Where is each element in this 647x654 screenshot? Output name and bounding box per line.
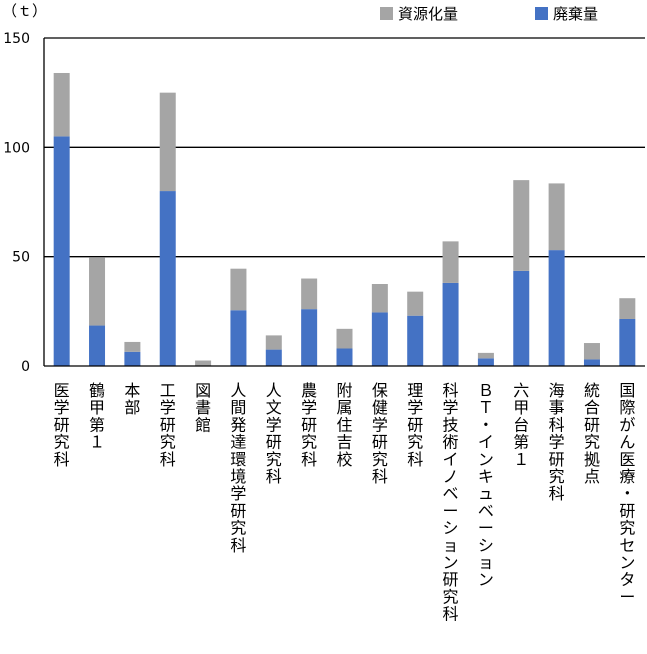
x-category-labels: 医学研究科 鶴甲第１ 本部 工学研究科 図書館 人間発達環境学研究科 人文学研究科 農学研究科… bbox=[54, 381, 636, 624]
x-tick-label-4: 図書館 bbox=[195, 381, 211, 434]
bar-recycled-12 bbox=[477, 352, 494, 359]
bar-recycled-8 bbox=[336, 328, 353, 349]
bar-recycled-9 bbox=[371, 284, 388, 313]
bar-recycled-16 bbox=[619, 298, 636, 319]
legend-swatch-recycled bbox=[380, 7, 393, 20]
x-tick-label-8: 附属住吉校 bbox=[336, 381, 352, 469]
y-unit-label: （ｔ） bbox=[2, 2, 47, 20]
y-tick-label-100: 100 bbox=[3, 140, 30, 156]
gridlines bbox=[44, 146, 645, 258]
bar-waste-3 bbox=[159, 191, 176, 366]
x-tick-label-6: 人文学研究科 bbox=[266, 381, 282, 486]
bar-waste-1 bbox=[89, 325, 106, 366]
axes bbox=[43, 37, 645, 367]
x-tick-label-1: 鶴甲第１ bbox=[89, 381, 105, 452]
x-tick-label-16: 国際がん医療・研究センター bbox=[619, 381, 635, 606]
bar-waste-5 bbox=[230, 310, 247, 366]
y-tick-labels: 0 50 100 150 bbox=[3, 31, 30, 375]
y-tick-label-50: 50 bbox=[12, 250, 30, 266]
legend-label-recycled: 資源化量 bbox=[398, 5, 458, 23]
x-tick-label-0: 医学研究科 bbox=[54, 381, 70, 469]
bar-waste-2 bbox=[124, 351, 141, 366]
bar-waste-16 bbox=[619, 318, 636, 366]
x-tick-label-3: 工学研究科 bbox=[160, 381, 176, 469]
x-tick-label-9: 保健学研究科 bbox=[372, 381, 388, 486]
bar-recycled-7 bbox=[301, 278, 318, 310]
bars bbox=[53, 72, 636, 366]
bar-recycled-0 bbox=[53, 72, 70, 137]
x-tick-label-15: 統合研究拠点 bbox=[584, 381, 600, 486]
x-tick-label-12: ＢＴ・インキュベーション bbox=[478, 381, 494, 589]
legend-label-waste: 廃棄量 bbox=[553, 5, 598, 23]
bar-recycled-3 bbox=[159, 92, 176, 192]
legend: 資源化量 廃棄量 bbox=[380, 5, 598, 23]
x-tick-label-7: 農学研究科 bbox=[301, 381, 317, 469]
bar-waste-13 bbox=[513, 270, 530, 366]
bar-waste-9 bbox=[371, 312, 388, 366]
bar-waste-11 bbox=[442, 282, 459, 366]
bar-recycled-2 bbox=[124, 341, 141, 352]
bar-recycled-14 bbox=[548, 183, 565, 251]
x-tick-label-11: 科学技術イノベーション研究科 bbox=[443, 381, 459, 624]
bar-waste-6 bbox=[265, 349, 282, 366]
bar-recycled-13 bbox=[513, 180, 530, 271]
y-tick-label-0: 0 bbox=[21, 359, 30, 375]
bar-waste-10 bbox=[407, 315, 424, 366]
bar-recycled-6 bbox=[265, 335, 282, 350]
bar-waste-12 bbox=[477, 358, 494, 366]
x-tick-label-14: 海事科学研究科 bbox=[549, 381, 565, 503]
bar-recycled-10 bbox=[407, 291, 424, 316]
bar-recycled-15 bbox=[583, 343, 600, 360]
bar-waste-15 bbox=[583, 359, 600, 366]
y-tick-label-150: 150 bbox=[3, 31, 30, 47]
bar-waste-14 bbox=[548, 250, 565, 366]
legend-swatch-waste bbox=[535, 7, 548, 20]
x-tick-label-13: 六甲台第１ bbox=[513, 381, 529, 469]
bar-waste-7 bbox=[301, 309, 318, 366]
bar-waste-8 bbox=[336, 348, 353, 366]
bar-recycled-5 bbox=[230, 268, 247, 311]
x-tick-label-5: 人間発達環境学研究科 bbox=[230, 381, 246, 555]
bar-recycled-4 bbox=[195, 360, 212, 366]
bar-recycled-11 bbox=[442, 241, 459, 283]
x-tick-label-2: 本部 bbox=[124, 381, 140, 417]
x-tick-label-10: 理学研究科 bbox=[407, 381, 423, 469]
bar-recycled-1 bbox=[89, 257, 106, 326]
bar-waste-0 bbox=[53, 136, 70, 366]
